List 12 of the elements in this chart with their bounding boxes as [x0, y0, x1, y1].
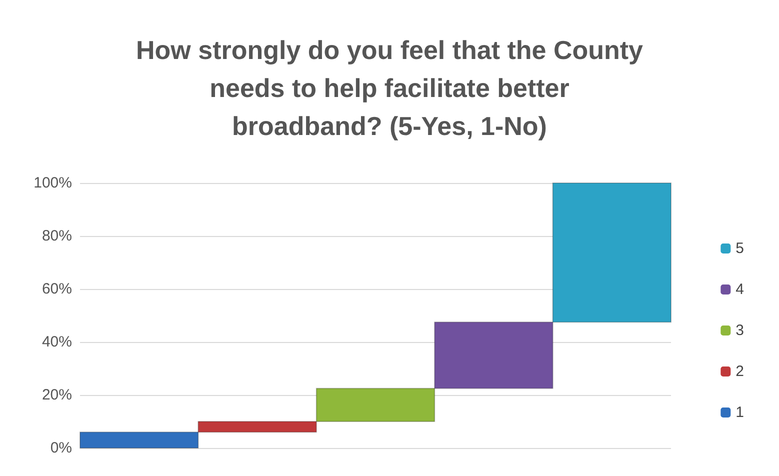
legend-label: 1 [736, 404, 744, 421]
y-tick-label: 60% [42, 280, 72, 298]
chart-title: How strongly do you feel that the County needs to help facilitate better broadband? (5-Yes, 1-No) [136, 35, 644, 141]
legend-label: 5 [736, 240, 744, 257]
y-tick-label: 0% [50, 440, 72, 456]
y-tick-label: 40% [42, 334, 72, 350]
legend-label: 4 [736, 281, 744, 298]
legend-label: 2 [736, 363, 744, 380]
y-tick-label: 20% [42, 386, 72, 404]
legend-label: 3 [736, 322, 744, 339]
y-tick-label: 100% [34, 174, 72, 192]
y-tick-label: 80% [42, 228, 72, 244]
